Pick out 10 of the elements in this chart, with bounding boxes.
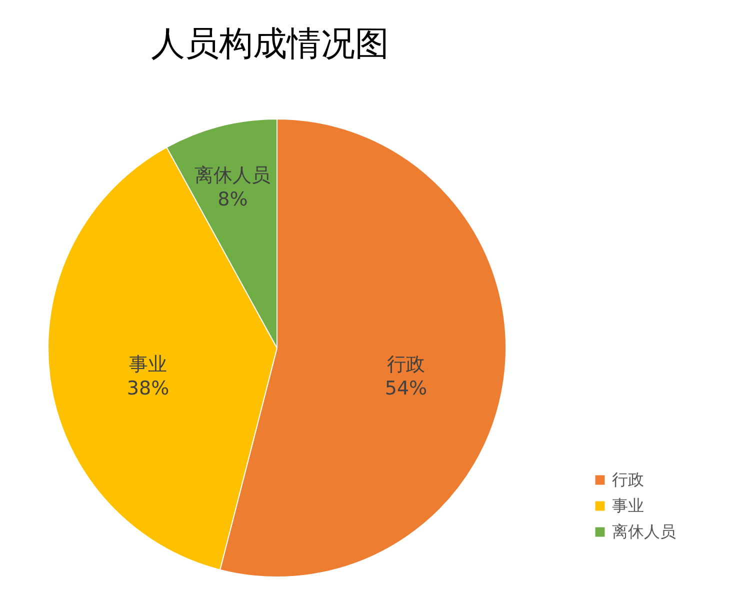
data-label: 8% — [218, 188, 248, 211]
slice-label: 离休人员 — [194, 164, 271, 187]
legend-label: 事业 — [612, 496, 644, 515]
legend-label: 离休人员 — [612, 522, 676, 541]
slice-label: 行政 — [386, 353, 425, 376]
slice-label: 事业 — [129, 353, 168, 376]
data-label: 38% — [126, 377, 170, 400]
data-label: 54% — [384, 377, 428, 400]
chart-title: 人员构成情况图 — [151, 24, 389, 64]
legend-label: 行政 — [612, 470, 644, 489]
